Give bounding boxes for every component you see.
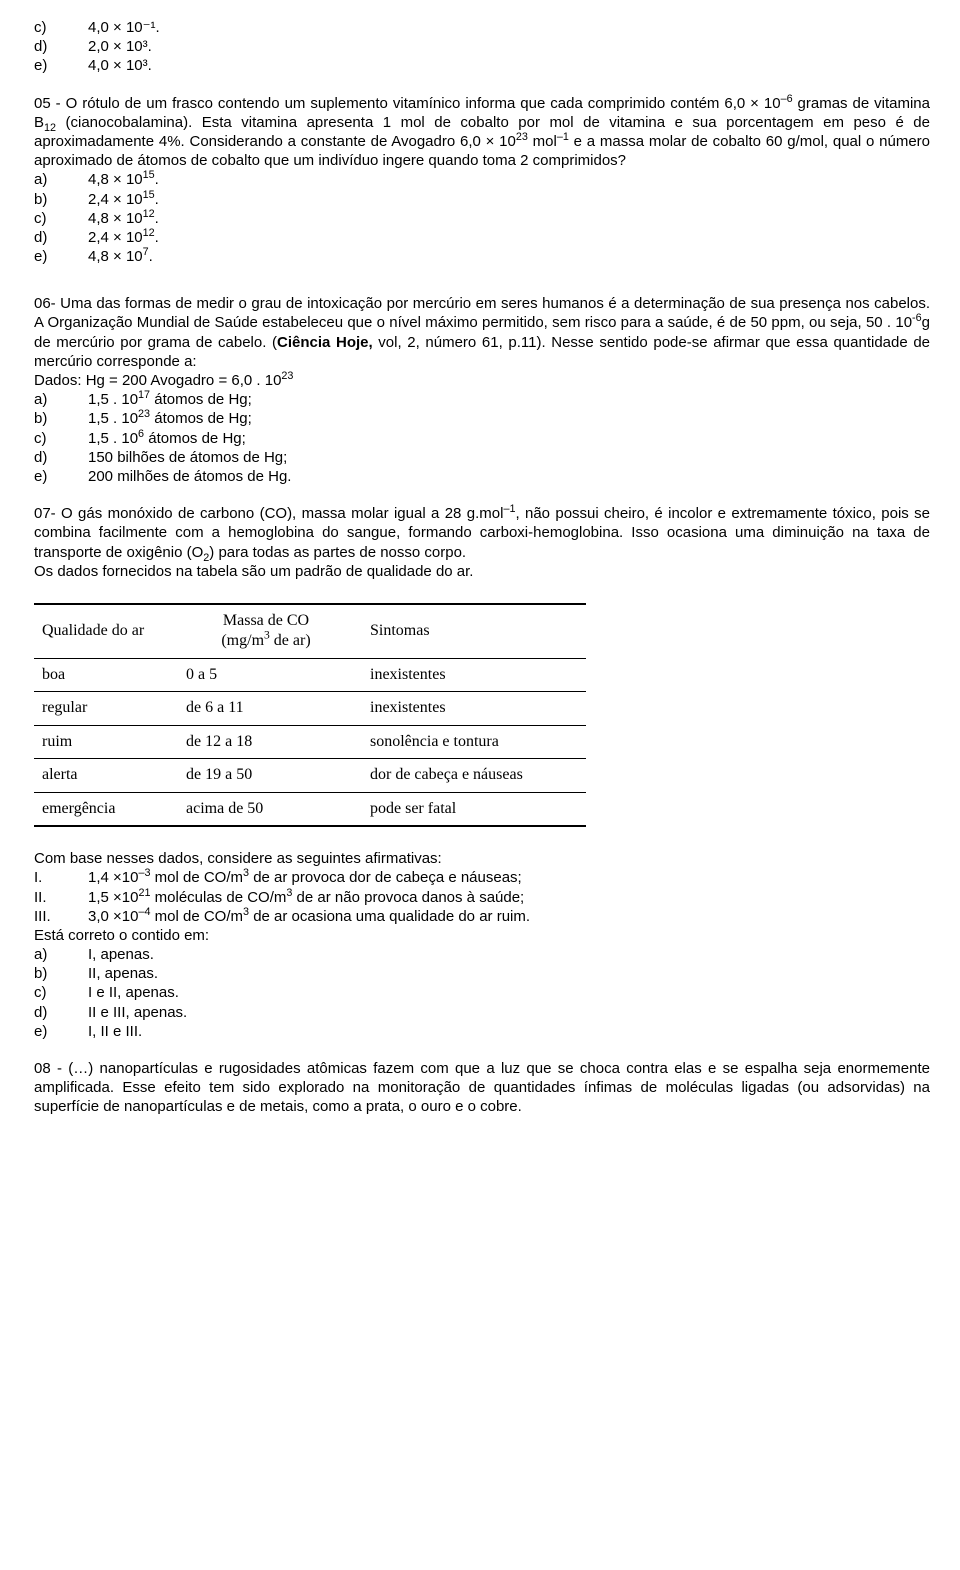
option: c)I e II, apenas. bbox=[34, 983, 930, 1002]
q07-statements: I.1,4 ×10–3 mol de CO/m3 de ar provoca d… bbox=[34, 868, 930, 926]
option: a)I, apenas. bbox=[34, 945, 930, 964]
option-letter: d) bbox=[34, 37, 88, 56]
option-letter: b) bbox=[34, 964, 88, 983]
option-text: 1,5 . 106 átomos de Hg; bbox=[88, 429, 930, 448]
q06-options: a)1,5 . 1017 átomos de Hg;b)1,5 . 1023 á… bbox=[34, 390, 930, 486]
option-text: 2,4 × 1012. bbox=[88, 228, 930, 247]
option-letter: d) bbox=[34, 1003, 88, 1022]
option: b)2,4 × 1015. bbox=[34, 190, 930, 209]
option-text: 4,8 × 1012. bbox=[88, 209, 930, 228]
q04-options: c)4,0 × 10⁻¹.d)2,0 × 10³.e)4,0 × 10³. bbox=[34, 18, 930, 76]
q07-table: Qualidade do arMassa de CO(mg/m3 de ar)S… bbox=[34, 603, 586, 827]
option-text: 4,8 × 107. bbox=[88, 247, 930, 266]
statement-num: III. bbox=[34, 907, 88, 926]
option-text: 4,0 × 10³. bbox=[88, 56, 930, 75]
q05-prompt: 05 - O rótulo de um frasco contendo um s… bbox=[34, 94, 930, 171]
option: b)1,5 . 1023 átomos de Hg; bbox=[34, 409, 930, 428]
option: b)II, apenas. bbox=[34, 964, 930, 983]
q07-options: a)I, apenas.b)II, apenas.c)I e II, apena… bbox=[34, 945, 930, 1041]
option: d)II e III, apenas. bbox=[34, 1003, 930, 1022]
option: e)4,0 × 10³. bbox=[34, 56, 930, 75]
statement-text: 1,5 ×1021 moléculas de CO/m3 de ar não p… bbox=[88, 888, 930, 907]
option-letter: b) bbox=[34, 409, 88, 428]
option-letter: c) bbox=[34, 983, 88, 1002]
option-text: 200 milhões de átomos de Hg. bbox=[88, 467, 930, 486]
option-text: 2,4 × 1015. bbox=[88, 190, 930, 209]
option: e)4,8 × 107. bbox=[34, 247, 930, 266]
q07-correct-line: Está correto o contido em: bbox=[34, 926, 930, 945]
option: a)4,8 × 1015. bbox=[34, 170, 930, 189]
option-letter: e) bbox=[34, 56, 88, 75]
statement-num: II. bbox=[34, 888, 88, 907]
q07-subline: Os dados fornecidos na tabela são um pad… bbox=[34, 562, 930, 581]
option-letter: c) bbox=[34, 209, 88, 228]
option: d)2,4 × 1012. bbox=[34, 228, 930, 247]
option-letter: a) bbox=[34, 170, 88, 189]
option-text: I, apenas. bbox=[88, 945, 930, 964]
option: c)1,5 . 106 átomos de Hg; bbox=[34, 429, 930, 448]
option-letter: a) bbox=[34, 390, 88, 409]
option: c)4,8 × 1012. bbox=[34, 209, 930, 228]
option-letter: c) bbox=[34, 429, 88, 448]
option-text: I e II, apenas. bbox=[88, 983, 930, 1002]
option: d)150 bilhões de átomos de Hg; bbox=[34, 448, 930, 467]
option-text: 2,0 × 10³. bbox=[88, 37, 930, 56]
option-text: 1,5 . 1017 átomos de Hg; bbox=[88, 390, 930, 409]
statement-text: 1,4 ×10–3 mol de CO/m3 de ar provoca dor… bbox=[88, 868, 930, 887]
q07-after-table: Com base nesses dados, considere as segu… bbox=[34, 849, 930, 868]
option-letter: d) bbox=[34, 228, 88, 247]
option-letter: e) bbox=[34, 247, 88, 266]
option-letter: e) bbox=[34, 1022, 88, 1041]
option-text: 4,0 × 10⁻¹. bbox=[88, 18, 930, 37]
option-letter: a) bbox=[34, 945, 88, 964]
q05-options: a)4,8 × 1015.b)2,4 × 1015.c)4,8 × 1012.d… bbox=[34, 170, 930, 266]
q06-data-line: Dados: Hg = 200 Avogadro = 6,0 . 1023 bbox=[34, 371, 930, 390]
option-text: 150 bilhões de átomos de Hg; bbox=[88, 448, 930, 467]
statement: III.3,0 ×10–4 mol de CO/m3 de ar ocasion… bbox=[34, 907, 930, 926]
statement: I.1,4 ×10–3 mol de CO/m3 de ar provoca d… bbox=[34, 868, 930, 887]
q07-prompt: 07- O gás monóxido de carbono (CO), mass… bbox=[34, 504, 930, 562]
option: e)200 milhões de átomos de Hg. bbox=[34, 467, 930, 486]
option-text: 1,5 . 1023 átomos de Hg; bbox=[88, 409, 930, 428]
option-letter: e) bbox=[34, 467, 88, 486]
option: c)4,0 × 10⁻¹. bbox=[34, 18, 930, 37]
statement-text: 3,0 ×10–4 mol de CO/m3 de ar ocasiona um… bbox=[88, 907, 930, 926]
q06-prompt: 06- Uma das formas de medir o grau de in… bbox=[34, 294, 930, 371]
option: a)1,5 . 1017 átomos de Hg; bbox=[34, 390, 930, 409]
option-text: II e III, apenas. bbox=[88, 1003, 930, 1022]
q08-prompt: 08 - (…) nanopartículas e rugosidades at… bbox=[34, 1059, 930, 1117]
statement: II.1,5 ×1021 moléculas de CO/m3 de ar nã… bbox=[34, 888, 930, 907]
option-text: 4,8 × 1015. bbox=[88, 170, 930, 189]
option-letter: c) bbox=[34, 18, 88, 37]
statement-num: I. bbox=[34, 868, 88, 887]
option: e)I, II e III. bbox=[34, 1022, 930, 1041]
option-text: II, apenas. bbox=[88, 964, 930, 983]
option: d)2,0 × 10³. bbox=[34, 37, 930, 56]
option-letter: d) bbox=[34, 448, 88, 467]
option-letter: b) bbox=[34, 190, 88, 209]
option-text: I, II e III. bbox=[88, 1022, 930, 1041]
